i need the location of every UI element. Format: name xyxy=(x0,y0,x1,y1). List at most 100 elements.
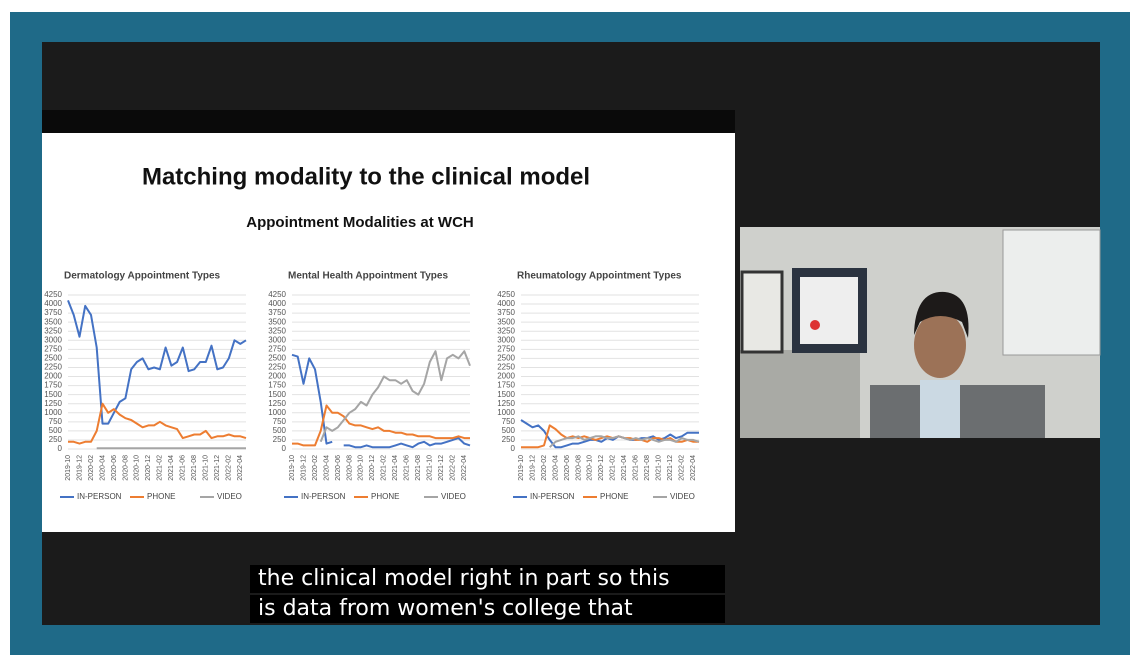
x-tick-label: 2019-10 xyxy=(65,455,72,481)
y-tick-label: 750 xyxy=(49,417,63,426)
legend-label: VIDEO xyxy=(441,492,466,501)
x-tick-label: 2021-10 xyxy=(656,455,663,481)
x-tick-label: 2022-04 xyxy=(690,455,697,481)
x-tick-label: 2021-08 xyxy=(644,455,651,481)
y-tick-label: 2500 xyxy=(268,354,286,363)
y-tick-label: 3750 xyxy=(268,308,286,317)
legend-label: VIDEO xyxy=(217,492,242,501)
x-tick-label: 2021-10 xyxy=(427,455,434,481)
legend-label: PHONE xyxy=(600,492,628,501)
series-line xyxy=(291,353,471,449)
x-tick-label: 2021-02 xyxy=(381,455,388,481)
x-tick-label: 2019-10 xyxy=(518,455,525,481)
y-tick-label: 1250 xyxy=(44,399,62,408)
legend-label: PHONE xyxy=(371,492,399,501)
x-tick-label: 2020-12 xyxy=(145,455,152,481)
legend-label: VIDEO xyxy=(670,492,695,501)
chart-title: Mental Health Appointment Types xyxy=(288,271,448,282)
x-tick-label: 2021-08 xyxy=(191,455,198,481)
x-tick-label: 2021-06 xyxy=(180,455,187,481)
y-tick-label: 4250 xyxy=(268,290,286,299)
x-tick-label: 2021-08 xyxy=(415,455,422,481)
series-line xyxy=(319,350,471,443)
y-tick-label: 2250 xyxy=(268,363,286,372)
y-tick-label: 3500 xyxy=(44,317,62,326)
y-tick-label: 500 xyxy=(502,426,516,435)
y-tick-label: 1750 xyxy=(268,381,286,390)
y-tick-label: 3000 xyxy=(44,335,62,344)
x-tick-label: 2021-04 xyxy=(621,455,628,481)
webcam xyxy=(740,227,1101,438)
y-tick-label: 250 xyxy=(273,435,287,444)
series-line xyxy=(68,402,247,445)
y-tick-label: 2000 xyxy=(497,372,515,381)
y-tick-label: 1750 xyxy=(44,381,62,390)
x-tick-label: 2020-02 xyxy=(312,455,319,481)
y-tick-label: 250 xyxy=(502,435,516,444)
y-tick-label: 3750 xyxy=(497,308,515,317)
y-tick-label: 500 xyxy=(273,426,287,435)
y-tick-label: 2750 xyxy=(497,344,515,353)
x-tick-label: 2020-10 xyxy=(134,455,141,481)
y-tick-label: 3000 xyxy=(268,335,286,344)
y-tick-label: 2750 xyxy=(268,344,286,353)
slide-title: Matching modality to the clinical model xyxy=(142,163,590,190)
caption-line: is data from women's college that xyxy=(250,595,725,623)
x-tick-label: 2021-12 xyxy=(667,455,674,481)
y-tick-label: 2000 xyxy=(268,372,286,381)
y-tick-label: 1000 xyxy=(268,408,286,417)
x-tick-label: 2019-12 xyxy=(76,455,83,481)
x-tick-label: 2021-12 xyxy=(214,455,221,481)
y-tick-label: 1250 xyxy=(268,399,286,408)
y-tick-label: 4000 xyxy=(497,299,515,308)
y-tick-label: 2250 xyxy=(497,363,515,372)
y-tick-label: 3750 xyxy=(44,308,62,317)
y-tick-label: 2500 xyxy=(44,354,62,363)
x-tick-label: 2020-10 xyxy=(358,455,365,481)
y-tick-label: 1750 xyxy=(497,381,515,390)
y-tick-label: 750 xyxy=(502,417,516,426)
legend-label: IN-PERSON xyxy=(301,492,346,501)
y-tick-label: 1250 xyxy=(497,399,515,408)
x-tick-label: 2022-02 xyxy=(450,455,457,481)
caption-line: the clinical model right in part so this xyxy=(250,565,725,593)
y-tick-label: 2750 xyxy=(44,344,62,353)
x-tick-label: 2020-08 xyxy=(346,455,353,481)
series-line xyxy=(67,300,247,425)
x-tick-label: 2020-02 xyxy=(88,455,95,481)
x-tick-label: 2019-12 xyxy=(529,455,536,481)
y-tick-label: 3500 xyxy=(268,317,286,326)
y-tick-label: 750 xyxy=(273,417,287,426)
series-line xyxy=(292,404,470,447)
x-tick-label: 2020-06 xyxy=(335,455,342,481)
slide-bar xyxy=(42,110,735,133)
x-tick-label: 2019-10 xyxy=(289,455,296,481)
y-tick-label: 1500 xyxy=(497,390,515,399)
y-tick-label: 0 xyxy=(282,444,287,453)
chart-title: Rheumatology Appointment Types xyxy=(517,271,682,282)
x-tick-label: 2021-06 xyxy=(633,455,640,481)
y-tick-label: 3000 xyxy=(497,335,515,344)
y-tick-label: 500 xyxy=(49,426,63,435)
y-tick-label: 3250 xyxy=(497,326,515,335)
x-tick-label: 2020-04 xyxy=(552,455,559,481)
y-tick-label: 4000 xyxy=(44,299,62,308)
x-tick-label: 2019-12 xyxy=(300,455,307,481)
x-tick-label: 2020-08 xyxy=(575,455,582,481)
series-line xyxy=(549,435,700,448)
x-tick-label: 2020-08 xyxy=(122,455,129,481)
x-tick-label: 2020-12 xyxy=(369,455,376,481)
x-tick-label: 2020-10 xyxy=(587,455,594,481)
x-tick-label: 2021-06 xyxy=(404,455,411,481)
y-tick-label: 3500 xyxy=(497,317,515,326)
y-tick-label: 4000 xyxy=(268,299,286,308)
x-tick-label: 2021-04 xyxy=(392,455,399,481)
x-tick-label: 2022-04 xyxy=(237,455,244,481)
y-tick-label: 2500 xyxy=(497,354,515,363)
y-tick-label: 2000 xyxy=(44,372,62,381)
y-tick-label: 0 xyxy=(58,444,63,453)
y-tick-label: 4250 xyxy=(44,290,62,299)
x-tick-label: 2020-04 xyxy=(323,455,330,481)
chart-title: Dermatology Appointment Types xyxy=(64,271,221,282)
x-tick-label: 2021-04 xyxy=(168,455,175,481)
